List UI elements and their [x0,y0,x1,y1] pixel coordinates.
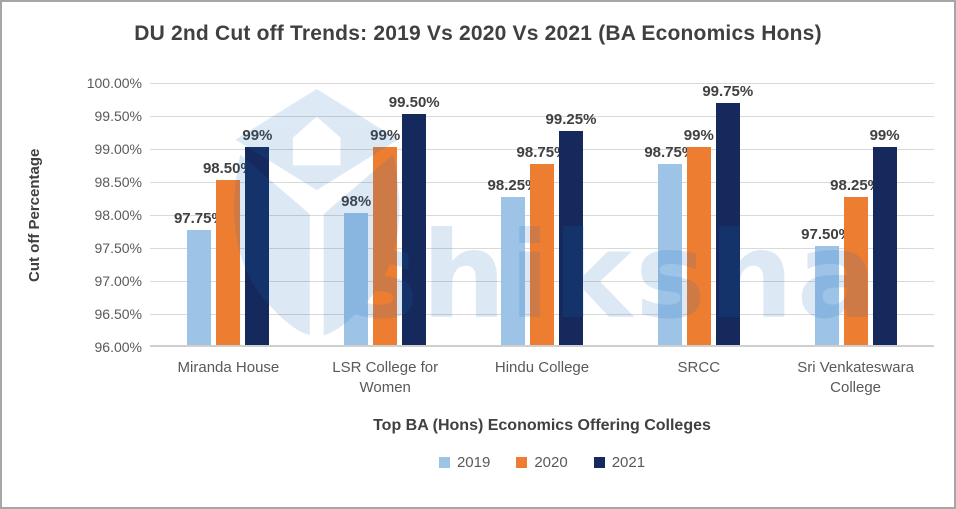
bar-value-label: 97.50% [801,226,853,243]
bar-wrap: 99% [370,83,401,345]
bar-2020-sri-venkateswara-college [843,196,868,345]
bar-2019-miranda-house [187,229,212,345]
bar-wrap: 98.25% [488,83,538,345]
x-axis-title: Top BA (Hons) Economics Offering College… [373,417,711,434]
bar-2019-sri-venkateswara-college [814,246,839,345]
bar-value-label: 99.75% [702,83,754,100]
bar-value-label: 98.25% [830,176,882,194]
bar-group-sri-venkateswara-college: 97.50% 98.25% 99% [777,83,934,345]
bar-2021-lsr-college-for-women [402,114,427,345]
legend-swatch-2019 [438,457,450,468]
bar-2019-srcc [657,163,682,345]
bar-value-label: 98.75% [516,143,568,161]
plot-area: 97.75% 98.50% 99% 98% 99% 99.50% 98.25% 98.75% 9… [150,83,934,347]
bar-group-miranda-house: 97.75% 98.50% 99% [150,83,307,345]
bar-2021-sri-venkateswara-college [872,147,897,345]
x-tick-label-sri-venkateswara-college: Sri Venkateswara College [777,358,934,399]
y-tick-label: 96.50% [94,306,142,322]
bar-2021-hindu-college [558,130,583,345]
bar-value-label: 98.25% [487,176,539,194]
gridline [150,149,934,150]
bar-2021-miranda-house [245,147,270,345]
bar-value-label: 98.50% [202,160,254,177]
bar-wrap: 98.25% [830,83,881,345]
gridline [150,116,934,117]
legend-label: 2019 [456,454,491,471]
x-tick-text: Miranda House [177,359,280,376]
bar-value-label: 99% [869,127,900,144]
bar-wrap: 98% [341,83,372,345]
bar-value-label: 98% [341,193,372,210]
y-tick-label: 97.50% [94,240,142,256]
x-axis-ticks: Miranda House LSR College for Women Hindu … [150,358,934,399]
bar-wrap: 98.75% [644,83,695,345]
y-tick-label: 99.00% [94,141,142,157]
bar-wrap: 98.75% [517,83,567,345]
bar-value-label: 98.75% [644,143,696,161]
x-tick-text: Hindu College [494,359,590,376]
bar-wrap: 97.75% [174,83,225,345]
y-axis-title: Cut off Percentage [26,148,43,282]
gridline [150,83,934,84]
bar-2020-miranda-house [216,180,241,345]
bar-group-lsr-college-for-women: 98% 99% 99.50% [307,83,464,345]
bar-2019-lsr-college-for-women [344,213,369,345]
bar-wrap: 99.75% [702,83,753,345]
x-tick-label-hindu-college: Hindu College [464,358,621,399]
x-tick-text: SRCC [677,359,721,376]
legend-item-2021: 2021 [593,454,646,471]
legend-item-2020: 2020 [516,454,568,471]
legend-swatch-2020 [516,457,528,468]
legend-item-2019: 2019 [438,454,491,471]
bar-2020-lsr-college-for-women [373,147,398,345]
legend-label: 2021 [611,454,646,471]
bar-group-hindu-college: 98.25% 98.75% 99.25% [464,83,621,345]
bar-wrap: 98.50% [203,83,254,345]
bar-value-label: 97.75% [173,209,225,227]
chart-title: DU 2nd Cut off Trends: 2019 Vs 2020 Vs 2… [134,22,822,45]
bar-wrap: 99.50% [389,83,440,345]
y-tick-label: 100.00% [86,75,142,91]
x-tick-label-srcc: SRCC [620,358,777,399]
bar-wrap: 99.25% [546,83,596,345]
bar-2020-srcc [686,147,711,345]
x-tick-text: LSR College for Women [332,359,439,397]
legend-label: 2020 [534,454,568,471]
bar-2019-hindu-college [500,196,525,345]
bar-wrap: 99% [242,83,273,345]
y-tick-label: 98.50% [94,174,142,190]
bar-2020-hindu-college [529,163,554,345]
x-tick-label-miranda-house: Miranda House [150,358,307,399]
y-tick-label: 96.00% [94,339,142,355]
legend: 2019 2020 2021 [150,454,934,471]
bar-wrap: 99% [683,83,714,345]
bar-value-label: 99% [242,127,273,144]
bar-groups: 97.75% 98.50% 99% 98% 99% 99.50% 98.25% 98.75% 9… [150,83,934,345]
x-tick-label-lsr-college-for-women: LSR College for Women [307,358,464,399]
bar-value-label: 99% [370,127,401,144]
bar-value-label: 99.25% [545,110,597,128]
y-tick-label: 97.00% [94,273,142,289]
bar-value-label: 99% [683,127,714,144]
legend-swatch-2021 [593,457,605,468]
bar-wrap: 99% [869,83,900,345]
x-tick-text: Sri Venkateswara College [797,359,914,397]
bar-wrap: 97.50% [801,83,852,345]
bar-value-label: 99.50% [388,94,440,111]
bar-group-srcc: 98.75% 99% 99.75% [620,83,777,345]
bar-2021-srcc [715,103,740,345]
y-axis-ticks: 100.00% 99.50% 99.00% 98.50% 98.00% 97.50% 97.… [50,75,142,355]
y-tick-label: 99.50% [94,108,142,124]
y-tick-label: 98.00% [94,207,142,223]
